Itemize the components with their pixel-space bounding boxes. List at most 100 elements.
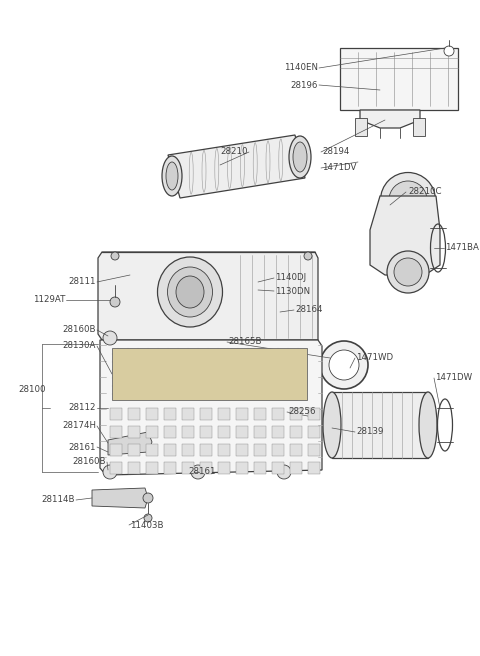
Circle shape <box>144 514 152 522</box>
Bar <box>254 408 266 420</box>
Ellipse shape <box>162 156 182 196</box>
Text: 1129AT: 1129AT <box>33 295 65 304</box>
Bar <box>110 462 122 474</box>
Bar <box>236 408 248 420</box>
Bar <box>308 462 320 474</box>
Text: 28196: 28196 <box>290 81 318 89</box>
Bar <box>182 444 194 456</box>
Ellipse shape <box>157 257 223 327</box>
Bar <box>200 408 212 420</box>
Polygon shape <box>100 340 322 475</box>
Text: 1140DJ: 1140DJ <box>275 274 306 283</box>
Text: 28111: 28111 <box>69 277 96 287</box>
Polygon shape <box>360 110 420 128</box>
Ellipse shape <box>387 251 429 293</box>
Text: 1140EN: 1140EN <box>284 64 318 73</box>
Bar <box>308 444 320 456</box>
Ellipse shape <box>166 162 178 190</box>
Bar <box>308 408 320 420</box>
Text: 1471WD: 1471WD <box>356 354 393 363</box>
Bar <box>164 462 176 474</box>
Ellipse shape <box>419 392 437 458</box>
Text: 1471DW: 1471DW <box>435 373 472 382</box>
Polygon shape <box>370 196 440 275</box>
Bar <box>182 408 194 420</box>
Text: 28256: 28256 <box>288 407 315 417</box>
Bar <box>112 348 307 400</box>
Text: 28139: 28139 <box>356 428 384 436</box>
Circle shape <box>329 350 359 380</box>
Bar <box>236 426 248 438</box>
Circle shape <box>258 290 302 334</box>
Ellipse shape <box>323 392 341 458</box>
Polygon shape <box>332 392 428 458</box>
Bar <box>164 408 176 420</box>
Circle shape <box>111 252 119 260</box>
Circle shape <box>143 493 153 503</box>
Bar <box>218 408 230 420</box>
Bar <box>254 462 266 474</box>
Ellipse shape <box>168 267 213 317</box>
Bar <box>218 462 230 474</box>
Text: 1130DN: 1130DN <box>275 287 310 295</box>
Bar <box>340 48 458 110</box>
Bar <box>272 408 284 420</box>
Circle shape <box>110 297 120 307</box>
Bar <box>110 408 122 420</box>
Polygon shape <box>92 488 148 508</box>
Bar <box>290 444 302 456</box>
Bar <box>272 444 284 456</box>
Polygon shape <box>108 432 152 455</box>
Text: 28160B: 28160B <box>62 325 96 335</box>
Ellipse shape <box>381 173 435 228</box>
Bar <box>290 408 302 420</box>
Bar <box>413 118 425 136</box>
Bar <box>146 426 158 438</box>
Circle shape <box>320 341 368 389</box>
Text: 28130A: 28130A <box>62 342 96 350</box>
Text: 28112: 28112 <box>69 403 96 413</box>
Text: 28160B: 28160B <box>72 457 106 466</box>
Text: 28161: 28161 <box>188 468 216 476</box>
Bar <box>355 118 367 136</box>
Polygon shape <box>98 252 318 340</box>
Bar <box>236 444 248 456</box>
Circle shape <box>304 252 312 260</box>
Text: 11403B: 11403B <box>130 520 164 529</box>
Ellipse shape <box>293 142 307 172</box>
Ellipse shape <box>289 136 311 178</box>
Bar <box>128 426 140 438</box>
Bar <box>308 426 320 438</box>
Bar <box>218 444 230 456</box>
Text: 28164: 28164 <box>295 306 323 314</box>
Bar <box>182 426 194 438</box>
Bar <box>290 426 302 438</box>
Bar <box>218 426 230 438</box>
Bar <box>164 444 176 456</box>
Bar <box>110 426 122 438</box>
Bar <box>200 444 212 456</box>
Bar <box>236 462 248 474</box>
Ellipse shape <box>394 258 422 286</box>
Ellipse shape <box>389 181 427 219</box>
Circle shape <box>258 268 266 276</box>
Polygon shape <box>168 135 305 198</box>
Bar <box>146 444 158 456</box>
Ellipse shape <box>176 276 204 308</box>
Text: 1471BA: 1471BA <box>445 243 479 253</box>
Bar <box>146 408 158 420</box>
Bar <box>200 462 212 474</box>
Circle shape <box>103 465 117 479</box>
Circle shape <box>294 268 302 276</box>
Bar <box>252 272 304 308</box>
Bar <box>254 444 266 456</box>
Bar <box>128 408 140 420</box>
Text: 1471DV: 1471DV <box>322 163 356 173</box>
Circle shape <box>266 298 294 326</box>
Circle shape <box>444 46 454 56</box>
Bar <box>272 462 284 474</box>
Text: 28165B: 28165B <box>228 337 262 346</box>
Bar <box>128 462 140 474</box>
Bar <box>164 426 176 438</box>
Bar <box>200 426 212 438</box>
